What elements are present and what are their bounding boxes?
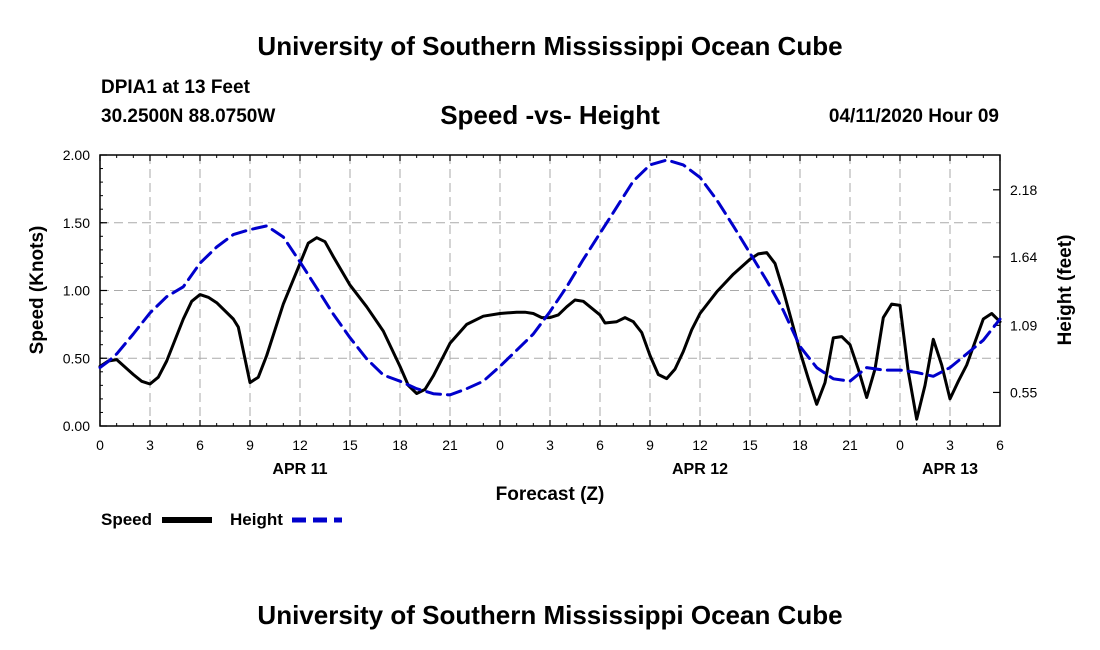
axis-labels: Forecast (Z) Speed (Knots) Height (feet) [27,226,1076,505]
forecast-time: 04/11/2020 Hour 09 [828,106,999,127]
series-line-height [98,158,1002,397]
chart-title: Speed -vs- Height [440,100,660,130]
x-tick-label: 9 [246,437,254,453]
station-coordinates: 30.2500N 88.0750W [101,106,276,127]
x-tick-label: 6 [996,437,1004,453]
chart-axes: 0 3 6 9 12 15 18 21 0 3 6 9 12 15 18 21 0 3 6 APR 11 APR 12 A… [63,147,1038,478]
x-tick-label: 18 [392,437,408,453]
y-tick-label: 1.50 [63,215,90,231]
y2-tick-label: 1.09 [1010,317,1037,333]
x-tick-label: 3 [946,437,954,453]
y-tick-label: 0.50 [63,350,90,366]
station-name: DPIA1 at 13 Feet [101,77,250,98]
x-tick-label: 3 [546,437,554,453]
x-tick-label: 0 [96,437,104,453]
x-tick-label: 12 [692,437,708,453]
x-tick-label: 15 [342,437,358,453]
y-tick-label: 0.00 [63,418,90,434]
x-tick-label: 0 [896,437,904,453]
x-tick-label: 6 [196,437,204,453]
date-label: APR 13 [922,461,978,478]
x-tick-label: 18 [792,437,808,453]
y-tick-label: 1.00 [63,283,90,299]
date-label: APR 11 [272,461,327,478]
y-tick-label: 2.00 [63,147,90,163]
grid-lines [100,155,1000,426]
x-tick-label: 0 [496,437,504,453]
x-tick-label: 6 [596,437,604,453]
y2-tick-label: 1.64 [1010,249,1037,265]
x-tick-label: 3 [146,437,154,453]
x-tick-label: 21 [442,437,458,453]
header-title: University of Southern Mississippi Ocean… [257,31,843,61]
footer-title: University of Southern Mississippi Ocean… [257,600,843,630]
legend-label-speed: Speed [101,510,152,529]
x-tick-label: 9 [646,437,654,453]
x-tick-label: 12 [292,437,308,453]
x-axis-label: Forecast (Z) [496,484,605,505]
x-tick-label: 15 [742,437,758,453]
date-label: APR 12 [672,461,728,478]
y-axis-label-right: Height (feet) [1055,235,1076,346]
legend-label-height: Height [230,510,283,529]
chart-legend: Speed Height [101,510,342,529]
chart-series [98,158,1002,421]
y2-tick-label: 0.55 [1010,384,1037,400]
y2-tick-label: 2.18 [1010,182,1037,198]
x-tick-label: 21 [842,437,858,453]
series-line-speed [98,236,1002,421]
y-axis-label-left: Speed (Knots) [27,226,48,355]
